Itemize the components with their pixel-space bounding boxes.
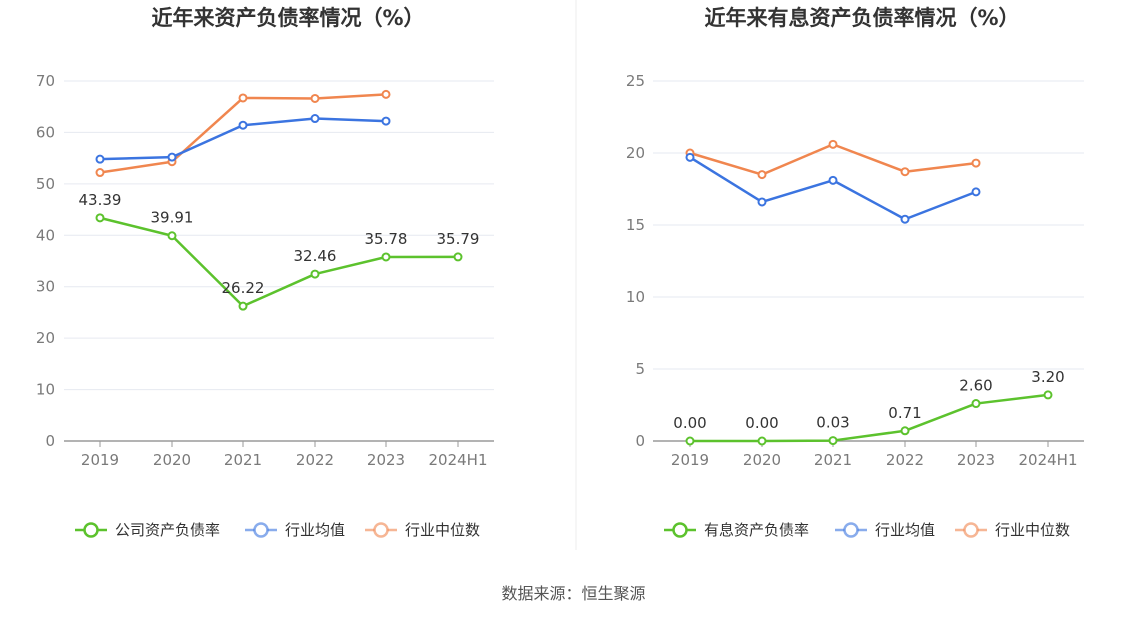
right-legend-marker-company[interactable] (672, 522, 688, 538)
left-x-tick-label: 2021 (224, 451, 262, 469)
left-x-tick-label: 2024H1 (429, 451, 488, 469)
left-data-label: 35.79 (437, 230, 480, 248)
left-legend-label-industry_avg[interactable]: 行业均值 (285, 521, 345, 539)
right-data-label: 3.20 (1031, 368, 1064, 386)
left-point-company (238, 301, 248, 311)
right-point-industry_avg (971, 187, 981, 197)
left-point-company (310, 269, 320, 279)
left-y-tick-label: 40 (36, 226, 55, 244)
right-point-industry_avg (828, 175, 838, 185)
left-point-company (453, 252, 463, 262)
right-point-industry_median (900, 167, 910, 177)
left-x-tick-label: 2020 (153, 451, 191, 469)
left-legend-label-company[interactable]: 公司资产负债率 (115, 521, 220, 539)
right-x-tick-label: 2022 (886, 451, 924, 469)
left-point-industry_avg (381, 116, 391, 126)
right-point-company (757, 436, 767, 446)
right-y-tick-label: 20 (626, 144, 645, 162)
left-point-industry_avg (95, 154, 105, 164)
left-point-industry_median (381, 89, 391, 99)
left-data-label: 35.78 (365, 230, 408, 248)
left-legend-label-industry_median[interactable]: 行业中位数 (405, 521, 480, 539)
right-chart-title: 近年来有息资产负债率情况（%） (704, 6, 1019, 30)
right-point-company (1043, 390, 1053, 400)
right-point-company (900, 426, 910, 436)
left-point-company (167, 231, 177, 241)
right-data-label: 0.03 (816, 414, 849, 432)
left-series-line-company (99, 216, 459, 308)
right-point-industry_median (757, 170, 767, 180)
left-point-industry_median (238, 93, 248, 103)
right-legend-marker-industry_median[interactable] (963, 522, 979, 538)
right-y-tick-label: 10 (626, 288, 645, 306)
right-data-label: 0.00 (745, 414, 778, 432)
right-point-industry_median (971, 158, 981, 168)
left-data-label: 26.22 (222, 279, 265, 297)
left-point-company (95, 213, 105, 223)
right-legend-marker-industry_avg[interactable] (843, 522, 859, 538)
right-x-tick-label: 2021 (814, 451, 852, 469)
right-x-tick-label: 2023 (957, 451, 995, 469)
right-y-tick-label: 15 (626, 216, 645, 234)
right-legend-label-industry_avg[interactable]: 行业均值 (875, 521, 935, 539)
right-legend-label-industry_median[interactable]: 行业中位数 (995, 521, 1070, 539)
right-legend-label-company[interactable]: 有息资产负债率 (704, 521, 809, 539)
left-point-industry_avg (238, 120, 248, 130)
right-y-tick-label: 0 (635, 432, 645, 450)
left-data-label: 32.46 (294, 247, 337, 265)
right-x-tick-label: 2019 (671, 451, 709, 469)
right-point-company (828, 436, 838, 446)
right-point-industry_avg (685, 152, 695, 162)
right-point-company (685, 436, 695, 446)
right-y-tick-label: 5 (635, 360, 645, 378)
left-y-tick-label: 70 (36, 72, 55, 90)
left-x-tick-label: 2023 (367, 451, 405, 469)
right-point-industry_avg (757, 197, 767, 207)
left-y-tick-label: 0 (45, 432, 55, 450)
left-y-tick-label: 10 (36, 381, 55, 399)
right-x-tick-label: 2024H1 (1019, 451, 1078, 469)
left-point-company (381, 252, 391, 262)
right-data-label: 2.60 (959, 377, 992, 395)
right-point-industry_median (828, 139, 838, 149)
right-series-line-company (690, 393, 1049, 443)
left-chart-title: 近年来资产负债率情况（%） (151, 6, 424, 30)
left-data-label: 43.39 (79, 191, 122, 209)
left-point-industry_avg (310, 114, 320, 124)
left-point-industry_median (95, 168, 105, 178)
right-y-tick-label: 25 (626, 72, 645, 90)
left-y-tick-label: 30 (36, 278, 55, 296)
left-legend-marker-company[interactable] (83, 522, 99, 538)
left-y-tick-label: 60 (36, 123, 55, 141)
left-y-tick-label: 20 (36, 329, 55, 347)
right-series-line-industry_median (689, 143, 977, 176)
left-y-tick-label: 50 (36, 175, 55, 193)
right-x-tick-label: 2020 (743, 451, 781, 469)
left-point-industry_avg (167, 152, 177, 162)
right-data-label: 0.00 (673, 414, 706, 432)
left-legend-marker-industry_median[interactable] (373, 522, 389, 538)
left-x-tick-label: 2022 (296, 451, 334, 469)
left-data-label: 39.91 (151, 209, 194, 227)
left-x-tick-label: 2019 (81, 451, 119, 469)
right-point-industry_avg (900, 214, 910, 224)
right-data-label: 0.71 (888, 404, 921, 422)
right-point-company (971, 399, 981, 409)
left-series-line-industry_median (99, 93, 387, 174)
left-legend-marker-industry_avg[interactable] (253, 522, 269, 538)
left-point-industry_median (310, 93, 320, 103)
data-source-note: 数据来源：恒生聚源 (501, 584, 646, 603)
